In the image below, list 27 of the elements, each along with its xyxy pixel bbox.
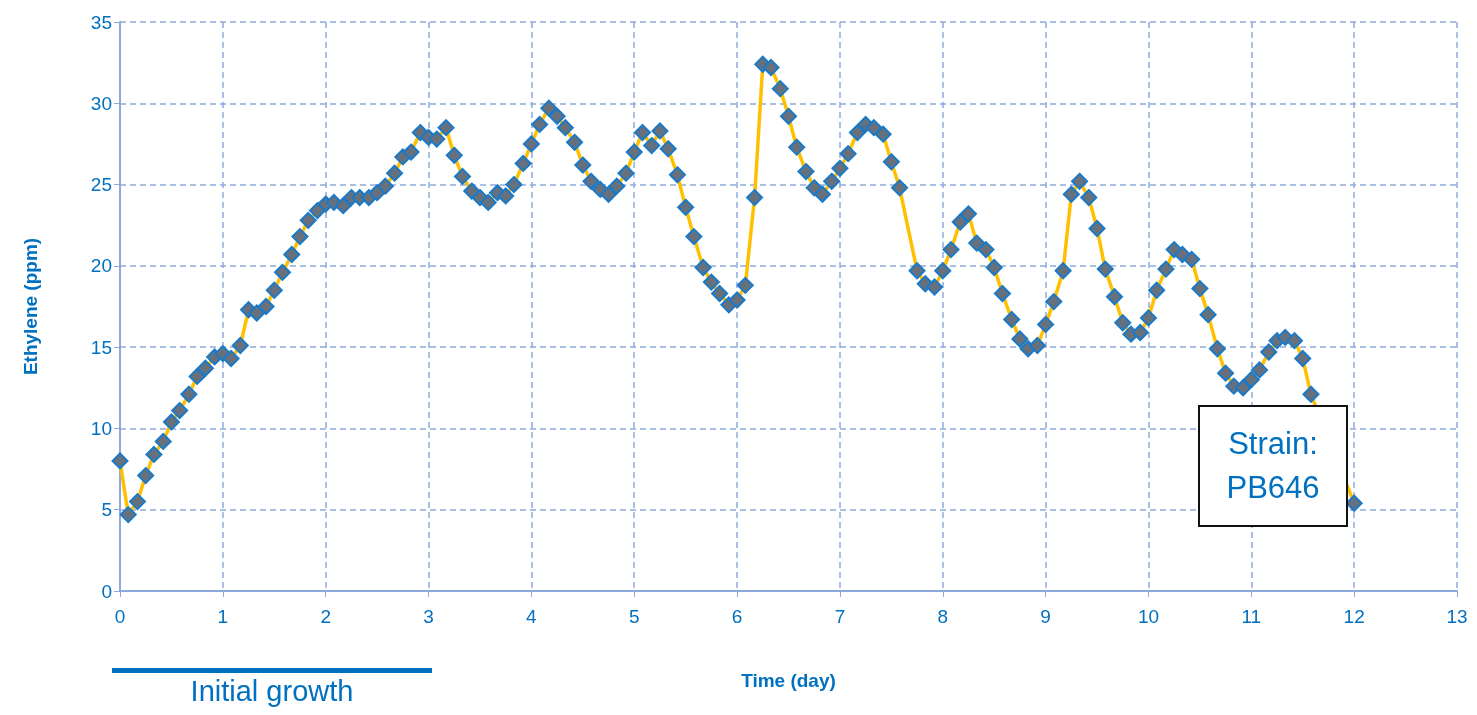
y-tick-label: 15: [90, 336, 112, 358]
text: Initial growth: [189, 674, 355, 709]
y-tick-label: 30: [90, 92, 112, 114]
x-tick-label: 13: [1446, 606, 1468, 627]
x-tick-label: 8: [937, 606, 949, 627]
annotation: Strain: PB646: [1225, 425, 1321, 507]
x-tick-label: 6: [731, 606, 743, 627]
y-tick-label: 20: [90, 255, 112, 277]
x-tick-label: 9: [1040, 606, 1051, 627]
x-tick-label: 3: [423, 606, 434, 627]
y-tick-label: 10: [90, 417, 112, 439]
y-tick-label: 5: [101, 499, 112, 521]
text-box: Strain: PB646: [1198, 405, 1348, 527]
y-tick-label: 35: [90, 11, 112, 33]
x-tick-label: 1: [217, 606, 229, 627]
y-tick-label: 25: [90, 174, 112, 196]
x-tick-label: 2: [320, 606, 331, 627]
x-tick-label: 7: [834, 606, 846, 627]
x-tick-label: 11: [1241, 606, 1262, 627]
x-tick-label: 12: [1343, 606, 1365, 627]
x-axis-title: Time (day): [741, 670, 836, 691]
x-tick-label: 10: [1137, 606, 1160, 627]
x-tick-label: 4: [526, 606, 538, 627]
y-axis-title: Ethylene (ppm): [20, 237, 41, 376]
x-tick-label: 0: [114, 606, 126, 627]
x-tick-label: 5: [628, 606, 640, 627]
y-tick-label: 0: [101, 580, 112, 602]
